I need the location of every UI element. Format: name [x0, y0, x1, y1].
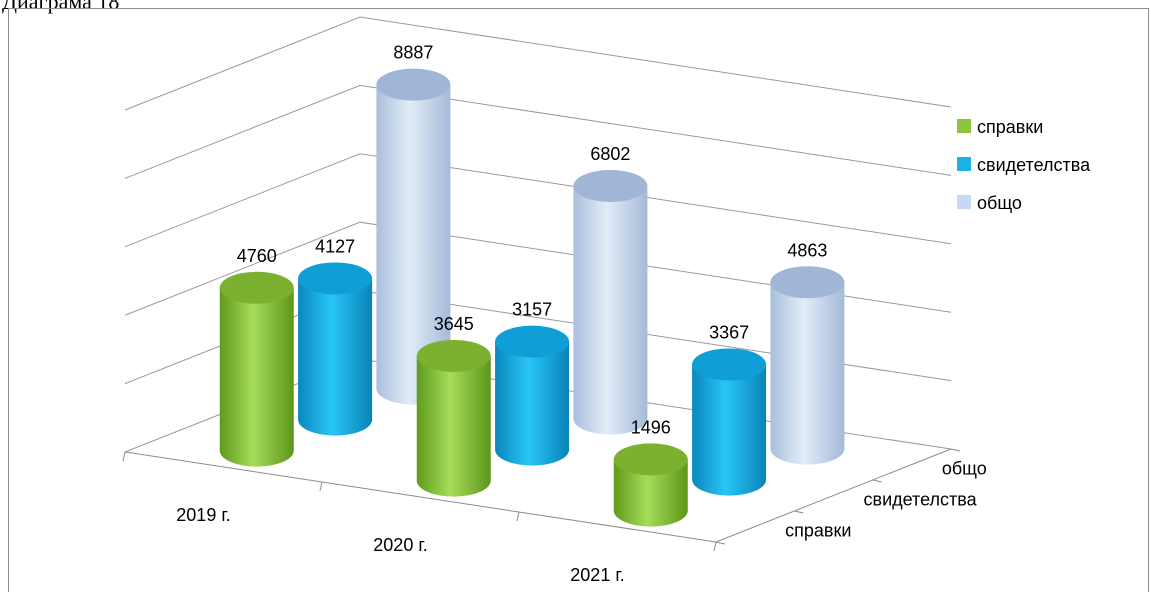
floor-front-edge — [124, 451, 717, 543]
gridline — [124, 153, 952, 248]
data-label: 4863 — [787, 240, 827, 260]
legend-label: общо — [977, 193, 1022, 213]
depth-axis-label: справки — [785, 521, 851, 541]
bar-body — [613, 459, 688, 527]
legend-swatch — [957, 119, 971, 133]
depth-tick — [794, 510, 804, 514]
bar-cylinder: 3367 — [692, 322, 767, 496]
category-tick — [122, 451, 126, 462]
floor-right-edge — [715, 448, 952, 543]
bar-top — [692, 348, 767, 381]
category-label: 2020 г. — [373, 535, 427, 555]
category-tick — [516, 511, 520, 522]
depth-axis-label: свидетелства — [864, 490, 978, 510]
bar-top — [770, 266, 845, 299]
depth-tick — [872, 479, 882, 483]
bar-body — [495, 341, 570, 466]
bar-cylinder: 3157 — [495, 300, 570, 466]
data-label: 6802 — [590, 144, 630, 164]
depth-axis-label: общо — [942, 459, 987, 479]
depth-tick — [715, 541, 726, 545]
bar-cylinder: 3645 — [416, 314, 491, 497]
bar-body — [376, 84, 451, 405]
category-tick — [713, 541, 717, 552]
bar-top — [376, 68, 451, 101]
bar-body — [298, 278, 373, 436]
bar-body — [573, 185, 648, 435]
chart-caption: Диаграма 18 — [2, 0, 120, 14]
axis-labels: 2019 г. 2020 г. 2021 г. справки свидетелства… — [176, 459, 986, 586]
category-tick — [319, 481, 323, 492]
legend: справки свидетелства общо — [957, 117, 1091, 213]
gridline — [124, 221, 952, 316]
bar-cylinder: 6802 — [573, 144, 648, 435]
bar-cylinder: 8887 — [376, 43, 451, 405]
chart-bars: 8887 6802 4863 4127 3157 3367 4760 3645 1496 — [219, 43, 845, 527]
bar-top — [495, 325, 570, 358]
category-label: 2019 г. — [176, 505, 230, 525]
legend-label: свидетелства — [977, 155, 1091, 175]
gridline — [124, 16, 952, 111]
depth-tick — [950, 448, 961, 452]
data-label: 8887 — [393, 43, 433, 63]
bar-top — [219, 271, 294, 304]
bar-cylinder: 1496 — [613, 417, 688, 527]
legend-swatch — [957, 195, 971, 209]
legend-swatch — [957, 157, 971, 171]
bar-body — [770, 282, 845, 465]
data-label: 3367 — [709, 322, 749, 342]
bar-body — [692, 364, 767, 496]
category-label: 2021 г. — [570, 565, 624, 585]
chart-frame — [8, 8, 1149, 592]
bar-cylinder: 4760 — [219, 246, 294, 467]
data-label: 1496 — [631, 417, 671, 437]
bar-cylinder: 4863 — [770, 240, 845, 465]
data-label: 4760 — [237, 246, 277, 266]
bar-top — [613, 443, 688, 476]
bar-body — [219, 287, 294, 467]
bar-cylinder: 4127 — [298, 236, 373, 436]
data-label: 3157 — [512, 300, 552, 320]
bar-top — [573, 169, 648, 202]
bar-top — [298, 262, 373, 295]
legend-label: справки — [977, 117, 1043, 137]
data-label: 4127 — [315, 236, 355, 256]
gridline — [124, 84, 952, 179]
bar-top — [416, 339, 491, 372]
bar-body — [416, 355, 491, 497]
data-label: 3645 — [434, 314, 474, 334]
